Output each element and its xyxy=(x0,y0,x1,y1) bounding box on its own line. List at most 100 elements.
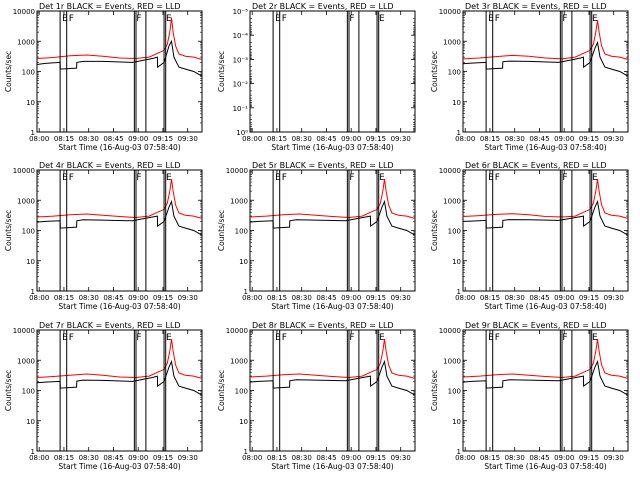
x-tick-label: 09:30 xyxy=(604,454,624,462)
x-tick-label: 08:30 xyxy=(505,294,525,302)
event-marker-label: F xyxy=(282,14,287,24)
x-tick-label: 08:00 xyxy=(242,294,262,302)
x-tick-label: 09:15 xyxy=(579,135,599,143)
detector-panel-4: Det 4r BLACK = Events, RED = LLD 1 10 100 10… xyxy=(4,161,203,311)
x-tick-label: 08:45 xyxy=(316,135,336,143)
x-axis-label: Start Time (16-Aug-03 07:58:40) xyxy=(271,143,393,152)
event-marker-label: E xyxy=(592,173,598,183)
x-tick-label: 09:15 xyxy=(366,294,386,302)
y-tick-label: 100 xyxy=(22,69,35,77)
event-marker-label: E xyxy=(62,173,68,183)
x-tick-label: 09:00 xyxy=(554,454,574,462)
event-marker-label: F xyxy=(562,14,567,24)
y-tick-label: 1000 xyxy=(443,357,461,365)
x-tick-label: 09:15 xyxy=(153,454,173,462)
x-tick-label: 08:00 xyxy=(29,454,49,462)
event-marker-label: E xyxy=(275,173,281,183)
y-tick-label: 100 xyxy=(22,228,35,236)
x-tick-label: 08:00 xyxy=(29,135,49,143)
x-axis-label: Start Time (16-Aug-03 07:58:40) xyxy=(484,302,606,311)
y-tick-label: 10000 xyxy=(439,8,461,16)
detector-panel-9: Det 9r BLACK = Events, RED = LLD 1 10 100 10… xyxy=(430,321,629,471)
panel-title: Det 4r BLACK = Events, RED = LLD xyxy=(39,161,181,170)
y-tick-label: 100 xyxy=(235,388,248,396)
y-tick-label: 10⁻³ xyxy=(233,56,249,64)
x-tick-label: 08:15 xyxy=(54,454,74,462)
x-tick-label: 09:15 xyxy=(153,135,173,143)
x-tick-label: 09:30 xyxy=(178,294,198,302)
event-marker-label: E xyxy=(592,14,598,24)
y-tick-label: 10⁰ xyxy=(236,129,248,137)
event-marker-label: F xyxy=(495,14,500,24)
event-marker-label: E xyxy=(166,333,172,343)
y-tick-label: 10⁻⁵ xyxy=(233,8,249,16)
event-marker-label: E xyxy=(488,173,494,183)
y-tick-label: 1 xyxy=(31,288,35,296)
x-tick-label: 09:30 xyxy=(604,294,624,302)
x-tick-label: 08:15 xyxy=(54,135,74,143)
y-tick-label: 10 xyxy=(452,418,461,426)
panel-title: Det 7r BLACK = Events, RED = LLD xyxy=(39,321,181,330)
series-line-events xyxy=(462,359,629,396)
x-tick-label: 08:15 xyxy=(54,294,74,302)
x-axis-label: Start Time (16-Aug-03 07:58:40) xyxy=(271,302,393,311)
x-tick-label: 08:30 xyxy=(79,135,99,143)
panel-title: Det 5r BLACK = Events, RED = LLD xyxy=(252,161,394,170)
y-tick-label: 1000 xyxy=(443,197,461,205)
event-marker-label: E xyxy=(275,14,281,24)
x-tick-label: 08:45 xyxy=(103,294,123,302)
x-axis-label: Start Time (16-Aug-03 07:58:40) xyxy=(58,302,180,311)
event-marker-label: F xyxy=(562,333,567,343)
y-tick-label: 100 xyxy=(448,228,461,236)
x-tick-label: 08:30 xyxy=(292,294,312,302)
y-tick-label: 10000 xyxy=(13,327,35,335)
x-tick-label: 09:00 xyxy=(341,454,361,462)
event-marker-label: F xyxy=(282,333,287,343)
panel-title: Det 8r BLACK = Events, RED = LLD xyxy=(252,321,394,330)
x-tick-label: 09:30 xyxy=(178,135,198,143)
event-marker-label: E xyxy=(379,173,385,183)
x-tick-label: 09:30 xyxy=(391,454,411,462)
x-axis-label: Start Time (16-Aug-03 07:58:40) xyxy=(271,462,393,471)
series-line-events xyxy=(249,359,416,396)
detector-panel-7: Det 7r BLACK = Events, RED = LLD 1 10 100 10… xyxy=(4,321,203,471)
x-axis-label: Start Time (16-Aug-03 07:58:40) xyxy=(484,143,606,152)
x-tick-label: 08:00 xyxy=(455,294,475,302)
x-tick-label: 08:15 xyxy=(267,454,287,462)
x-tick-label: 09:00 xyxy=(341,294,361,302)
y-tick-label: 1000 xyxy=(230,197,248,205)
x-tick-label: 09:15 xyxy=(153,294,173,302)
y-tick-label: 10000 xyxy=(13,8,35,16)
y-tick-label: 1 xyxy=(457,288,461,296)
detector-panel-8: Det 8r BLACK = Events, RED = LLD 1 10 100 10… xyxy=(217,321,416,471)
y-tick-label: 10000 xyxy=(439,167,461,175)
y-tick-label: 10 xyxy=(26,258,35,266)
x-tick-label: 08:00 xyxy=(455,135,475,143)
x-axis-label: Start Time (16-Aug-03 07:58:40) xyxy=(58,143,180,152)
detector-panel-5: Det 5r BLACK = Events, RED = LLD 1 10 100 10… xyxy=(217,161,416,311)
x-axis-label: Start Time (16-Aug-03 07:58:40) xyxy=(484,462,606,471)
event-marker-label: E xyxy=(62,14,68,24)
y-axis-label: Counts/sec xyxy=(4,370,13,411)
series-line-events xyxy=(36,199,203,236)
x-tick-label: 08:30 xyxy=(79,454,99,462)
x-tick-label: 08:30 xyxy=(505,135,525,143)
x-tick-label: 08:00 xyxy=(455,454,475,462)
x-tick-label: 08:45 xyxy=(529,294,549,302)
event-marker-label: F xyxy=(495,173,500,183)
y-axis-label: Counts/sec xyxy=(217,370,226,411)
y-tick-label: 100 xyxy=(448,388,461,396)
detector-panel-3: Det 3r BLACK = Events, RED = LLD 1 10 100 10… xyxy=(430,2,629,152)
event-marker-label: E xyxy=(592,333,598,343)
y-tick-label: 10 xyxy=(452,99,461,107)
y-tick-label: 10000 xyxy=(226,167,248,175)
x-tick-label: 09:00 xyxy=(554,135,574,143)
y-tick-label: 1 xyxy=(31,448,35,456)
x-tick-label: 08:45 xyxy=(103,135,123,143)
y-tick-label: 1000 xyxy=(443,38,461,46)
x-axis-label: Start Time (16-Aug-03 07:58:40) xyxy=(58,462,180,471)
x-tick-label: 09:00 xyxy=(128,294,148,302)
